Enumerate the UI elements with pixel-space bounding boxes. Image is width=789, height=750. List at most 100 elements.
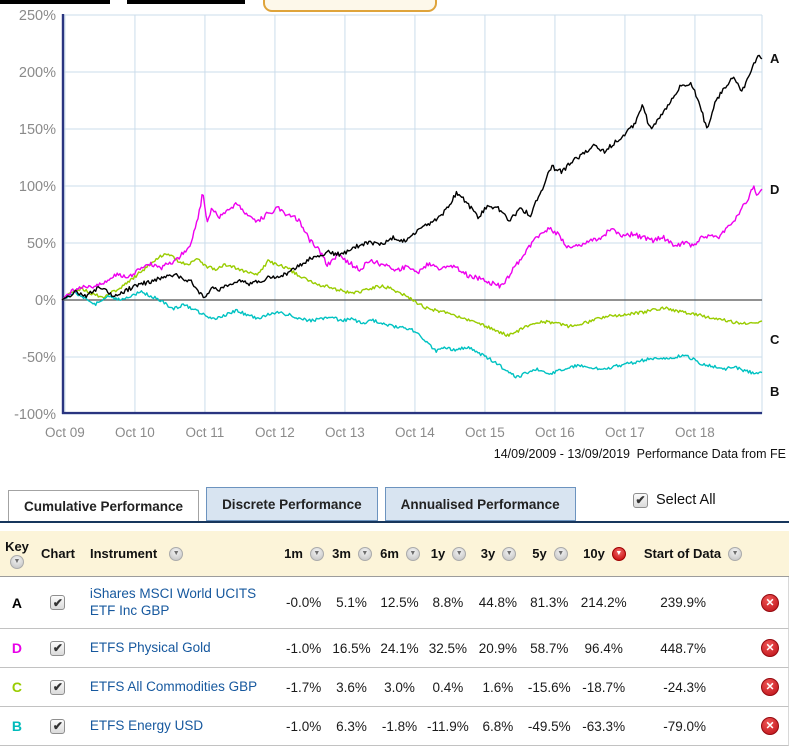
series-key-badge-A: A (11, 594, 23, 611)
performance-tab-bar: Cumulative Performance Discrete Performa… (0, 486, 789, 523)
y-tick-label: 100% (19, 179, 56, 195)
value-1m: -0.0% (285, 595, 322, 610)
sort-button-key[interactable]: ▼ (10, 554, 24, 569)
x-tick-label: Oct 09 (45, 425, 85, 440)
instrument-link[interactable]: ETFS Physical Gold (89, 639, 211, 655)
column-label: Chart (41, 546, 75, 561)
remove-instrument-button[interactable]: ✕ (761, 678, 780, 696)
y-tick-label: -50% (22, 350, 56, 366)
chart-data-source: Performance Data from FE (637, 447, 786, 461)
tab-annualised-performance[interactable]: Annualised Performance (384, 487, 576, 521)
tab-discrete-performance[interactable]: Discrete Performance (206, 487, 378, 521)
x-tick-label: Oct 16 (535, 425, 575, 440)
chart-checkbox-C[interactable]: ✔ (50, 679, 66, 695)
value-1y: 0.4% (432, 679, 464, 695)
series-label-D: D (770, 182, 779, 197)
series-label-A: A (770, 51, 780, 66)
chart-cell: ✔ (34, 640, 82, 656)
select-all-checkbox[interactable]: ✔ (633, 492, 648, 508)
sort-button-active-10y[interactable]: ▼ (611, 546, 626, 561)
table-body: A ✔ iShares MSCI World UCITS ETF Inc GBP -0… (0, 577, 789, 746)
table-row-A: A ✔ iShares MSCI World UCITS ETF Inc GBP -0… (0, 577, 789, 629)
clipped-tab-underline (0, 0, 110, 4)
remove-instrument-button[interactable]: ✕ (761, 593, 780, 612)
sort-button-instrument[interactable]: ▼ (169, 546, 184, 561)
y-tick-label: 0% (35, 293, 56, 309)
column-label: 3y (480, 546, 496, 561)
value-1y: -11.9% (427, 718, 469, 734)
sort-button-1y[interactable]: ▼ (452, 546, 467, 561)
value-3y: 20.9% (478, 640, 517, 656)
chart-cell: ✔ (34, 718, 82, 734)
remove-cell: ✕ (752, 717, 788, 735)
column-header-3m: 3m ▼ (328, 546, 376, 561)
sort-button-start-of-data[interactable]: ▼ (728, 546, 743, 561)
column-label: Key (5, 538, 29, 554)
performance-chart: 250% 200% 150% 100% 50% 0% -50% -100% Oct 09 Oct … (14, 8, 786, 461)
series-line-D (61, 185, 763, 301)
column-label: 3m (332, 546, 351, 561)
value-start-of-data: 448.7% (660, 640, 707, 656)
instrument-cell: ETFS Energy USD (82, 718, 280, 735)
chart-cell: ✔ (34, 595, 82, 610)
clipped-tab-underline (127, 0, 245, 4)
sort-button-3y[interactable]: ▼ (502, 546, 517, 561)
table-row-B: B ✔ ETFS Energy USD -1.0% 6.3% -1.8% -11.9% 6.8… (0, 707, 789, 746)
value-5y: -49.5% (527, 718, 571, 734)
value-6m: 3.0% (384, 679, 415, 695)
value-6m: -1.8% (381, 718, 418, 734)
x-tick-label: Oct 14 (395, 425, 435, 440)
instrument-link[interactable]: iShares MSCI World UCITS ETF Inc GBP (89, 585, 257, 618)
column-label: Instrument (90, 546, 158, 561)
x-tick-label: Oct 15 (465, 425, 505, 440)
value-5y: 58.7% (530, 640, 569, 656)
value-3m: 3.6% (336, 679, 367, 695)
select-all-label: Select All (656, 492, 716, 508)
column-label: 5y (532, 546, 547, 561)
sort-button-6m[interactable]: ▼ (405, 546, 420, 561)
value-10y: 214.2% (580, 595, 627, 610)
series-line-C (61, 253, 763, 337)
remove-cell: ✕ (752, 678, 788, 696)
series-label-B: B (770, 384, 779, 399)
series-label-C: C (770, 332, 780, 347)
column-header-key: Key ▼ (0, 539, 34, 569)
value-10y: -63.3% (582, 718, 626, 734)
clipped-gold-button[interactable] (263, 0, 437, 12)
value-3m: 6.3% (336, 718, 367, 734)
column-label: 6m (380, 546, 399, 561)
sort-button-1m[interactable]: ▼ (309, 546, 324, 561)
value-10y: -18.7% (582, 679, 626, 695)
instrument-cell: iShares MSCI World UCITS ETF Inc GBP (82, 586, 280, 620)
series-line-B (61, 290, 763, 379)
series-key-badge-D: D (11, 640, 23, 656)
column-header-1m: 1m ▼ (280, 546, 328, 561)
value-1y: 8.8% (432, 595, 464, 610)
remove-cell: ✕ (752, 593, 788, 612)
column-header-chart: Chart (34, 546, 82, 561)
chart-checkbox-D[interactable]: ✔ (50, 640, 66, 656)
chart-date-range: 14/09/2009 - 13/09/2019 (494, 447, 630, 461)
chart-checkbox-A[interactable]: ✔ (50, 595, 66, 610)
y-tick-label: -100% (14, 407, 56, 423)
instrument-link[interactable]: ETFS All Commodities GBP (89, 678, 258, 694)
x-tick-label: Oct 13 (325, 425, 365, 440)
instrument-link[interactable]: ETFS Energy USD (89, 717, 204, 733)
remove-instrument-button[interactable]: ✕ (761, 639, 780, 657)
remove-instrument-button[interactable]: ✕ (761, 717, 780, 735)
value-10y: 96.4% (584, 640, 623, 656)
sort-button-3m[interactable]: ▼ (357, 546, 372, 561)
sort-button-5y[interactable]: ▼ (553, 546, 568, 561)
value-start-of-data: -79.0% (663, 718, 707, 734)
instrument-cell: ETFS Physical Gold (82, 640, 280, 657)
performance-table: Key ▼ Chart Instrument ▼ 1m ▼ 3m ▼ 6m ▼ 1y ▼ 3y ▼ 5y ▼ 10… (0, 531, 789, 746)
value-6m: 24.1% (380, 640, 419, 656)
chart-checkbox-B[interactable]: ✔ (50, 718, 66, 734)
value-3m: 16.5% (332, 640, 371, 656)
tab-cumulative-performance[interactable]: Cumulative Performance (8, 490, 200, 521)
column-header-1y: 1y ▼ (424, 546, 473, 561)
column-header-instrument: Instrument ▼ (82, 546, 280, 561)
value-6m: 12.5% (380, 595, 419, 610)
chart-cell: ✔ (34, 679, 82, 695)
